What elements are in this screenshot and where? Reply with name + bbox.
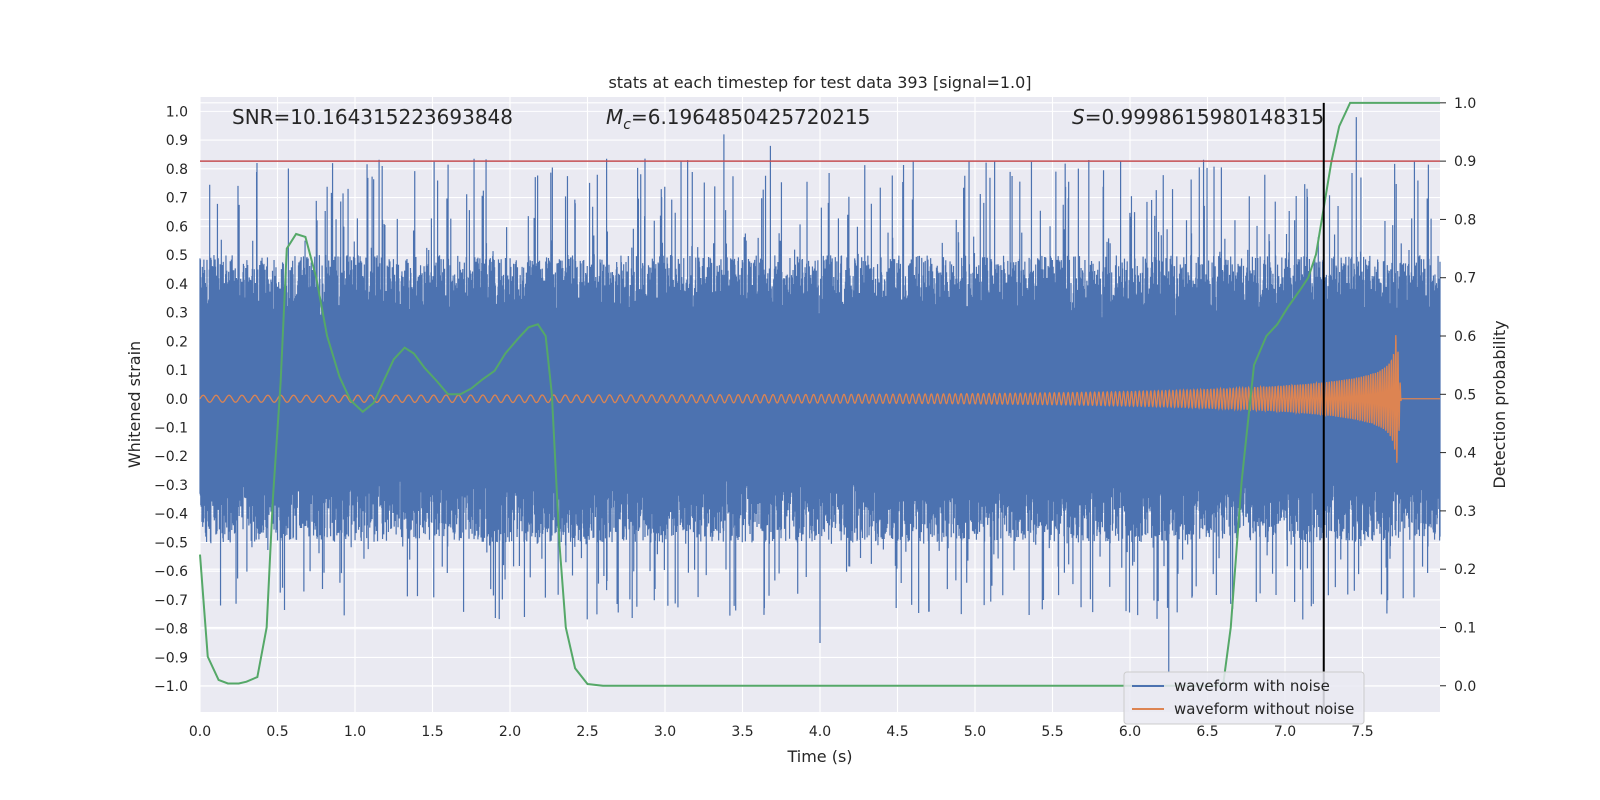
legend-box (1123, 671, 1365, 725)
x-tick-label: 3.0 (654, 724, 676, 740)
reference-lines (200, 102, 1440, 712)
x-tick-label: 0.5 (266, 724, 288, 740)
y2-tick-label: 1.0 (1454, 96, 1476, 112)
waveform-without-noise-series (199, 335, 1440, 463)
clean-trace (199, 335, 1440, 463)
x-axis-label: Time (s) (786, 747, 852, 766)
y-tick-label: 0.2 (166, 334, 188, 350)
x-tick-label: 6.0 (1119, 724, 1141, 740)
y-tick-label: 0.3 (166, 306, 188, 322)
y-tick-label: 0.0 (166, 392, 188, 408)
score-value: =0.9998615980148315 (1085, 105, 1324, 129)
x-tick-label: 2.0 (499, 724, 521, 740)
y2-tick-label: 0.9 (1454, 154, 1476, 170)
y-tick-label: 0.1 (166, 363, 188, 379)
y-tick-label: 1.0 (166, 104, 188, 120)
x-axis-ticks: 0.0 0.5 1.0 1.5 2.0 2.5 3.0 3.5 4.0 4.5 5.0 5.5 6.0 6… (189, 724, 1374, 740)
y-tick-label: 0.4 (166, 277, 188, 293)
y-tick-label: −0.8 (154, 622, 188, 638)
legend: waveform with noise waveform without noi… (1123, 671, 1365, 725)
snr-annotation: SNR=10.164315223693848 (232, 105, 513, 129)
y-tick-label: 0.9 (166, 133, 188, 149)
y-tick-label: −0.7 (154, 593, 188, 609)
y2-tick-label: 0.6 (1454, 329, 1476, 345)
y-tick-label: −0.3 (154, 478, 188, 494)
x-tick-label: 1.0 (344, 724, 366, 740)
x-tick-label: 1.5 (421, 724, 443, 740)
y-tick-label: −0.5 (154, 535, 188, 551)
y-tick-label: −0.1 (154, 420, 188, 436)
x-tick-label: 6.5 (1196, 724, 1218, 740)
y-tick-label: −0.6 (154, 564, 188, 580)
x-tick-label: 4.5 (886, 724, 908, 740)
y-tick-label: 0.8 (166, 162, 188, 178)
y2-tick-label: 0.5 (1454, 387, 1476, 403)
x-tick-label: 2.5 (576, 724, 598, 740)
y2-axis-label: Detection probability (1490, 320, 1509, 488)
y-tick-label: 0.5 (166, 248, 188, 264)
x-tick-label: 0.0 (189, 724, 211, 740)
y2-tick-label: 0.7 (1454, 271, 1476, 287)
y-tick-label: −0.4 (154, 507, 188, 523)
x-tick-label: 5.0 (964, 724, 986, 740)
detection-probability-series (199, 101, 1441, 687)
legend-label-clean: waveform without noise (1174, 700, 1354, 718)
chirp-mass-subscript: c (623, 117, 631, 133)
y2-tick-label: 0.3 (1454, 504, 1476, 520)
y-tick-label: 0.6 (166, 219, 188, 235)
y2-tick-label: 0.1 (1454, 620, 1476, 636)
right-y-axis-ticks: 1.0 0.9 0.8 0.7 0.6 0.5 0.4 0.3 0.2 0.1 0.0 (1440, 96, 1476, 695)
x-tick-label: 5.5 (1041, 724, 1063, 740)
x-tick-label: 7.5 (1351, 724, 1373, 740)
y-tick-label: −0.2 (154, 449, 188, 465)
chirp-mass-annotation: Mc=6.1964850425720215 (606, 105, 870, 133)
legend-label-noise: waveform with noise (1174, 677, 1330, 695)
left-y-axis-ticks: 1.0 0.9 0.8 0.7 0.6 0.5 0.4 0.3 0.2 0.1 0.0 −0.1 −0.… (154, 104, 188, 695)
y2-tick-label: 0.2 (1454, 562, 1476, 578)
chart-title: stats at each timestep for test data 393… (608, 73, 1031, 92)
chirp-mass-value: =6.1964850425720215 (631, 105, 870, 129)
x-tick-label: 4.0 (809, 724, 831, 740)
y-tick-label: 0.7 (166, 191, 188, 207)
y2-tick-label: 0.8 (1454, 212, 1476, 228)
y2-tick-label: 0.4 (1454, 446, 1476, 462)
x-tick-label: 7.0 (1274, 724, 1296, 740)
y-axis-label: Whitened strain (125, 341, 144, 468)
y-tick-label: −1.0 (154, 679, 188, 695)
score-annotation: S=0.9998615980148315 (1072, 105, 1324, 129)
y2-tick-label: 0.0 (1454, 679, 1476, 695)
x-tick-label: 3.5 (731, 724, 753, 740)
chirp-mass-symbol: M (606, 105, 623, 129)
y-tick-label: −0.9 (154, 650, 188, 666)
score-symbol: S (1072, 105, 1085, 129)
